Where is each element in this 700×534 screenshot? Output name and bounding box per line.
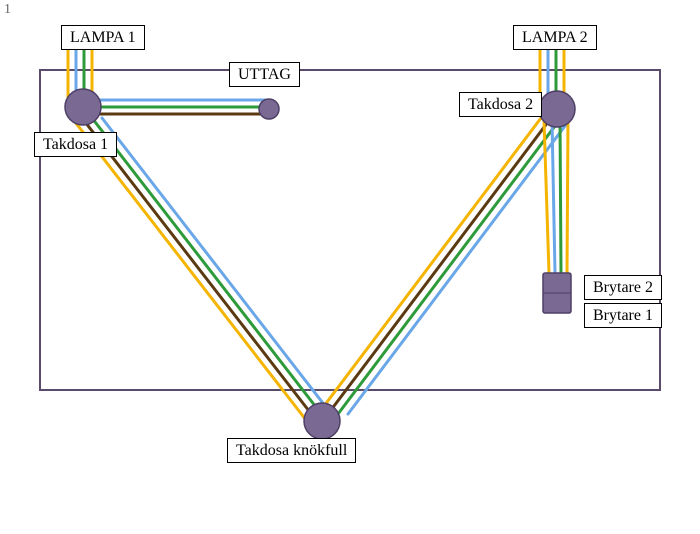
wire-green <box>560 120 561 273</box>
label-center: Takdosa knökfull <box>227 438 356 463</box>
wire-run-takdosa2-center <box>318 118 571 414</box>
node-uttag <box>259 99 279 119</box>
wire-blue <box>552 120 555 273</box>
label-lampa2: LAMPA 2 <box>513 25 597 50</box>
wire-yellow <box>72 118 306 420</box>
wire-yellow <box>544 120 549 273</box>
wire-run-takdosa1-uttag <box>98 100 266 114</box>
node-takdosa1 <box>65 89 101 125</box>
label-uttag: UTTAG <box>229 62 300 87</box>
wire-brown <box>328 118 551 414</box>
wire-green <box>338 118 561 414</box>
wire-yellow <box>318 118 541 414</box>
wire-run-takdosa1-center <box>72 118 336 420</box>
wire-green <box>92 118 326 420</box>
label-lampa1: LAMPA 1 <box>61 25 145 50</box>
label-brytare2: Brytare 2 <box>584 275 662 300</box>
wire-blue <box>102 118 336 420</box>
label-takdosa2: Takdosa 2 <box>459 92 542 117</box>
wire-run-takdosa2-brytare <box>544 120 568 273</box>
wire-yellow <box>567 120 568 273</box>
wire-blue <box>348 118 571 414</box>
label-brytare1: Brytare 1 <box>584 303 662 328</box>
label-takdosa1: Takdosa 1 <box>34 132 117 157</box>
node-center <box>304 403 340 439</box>
wire-brown <box>82 118 316 420</box>
node-takdosa2 <box>539 91 575 127</box>
